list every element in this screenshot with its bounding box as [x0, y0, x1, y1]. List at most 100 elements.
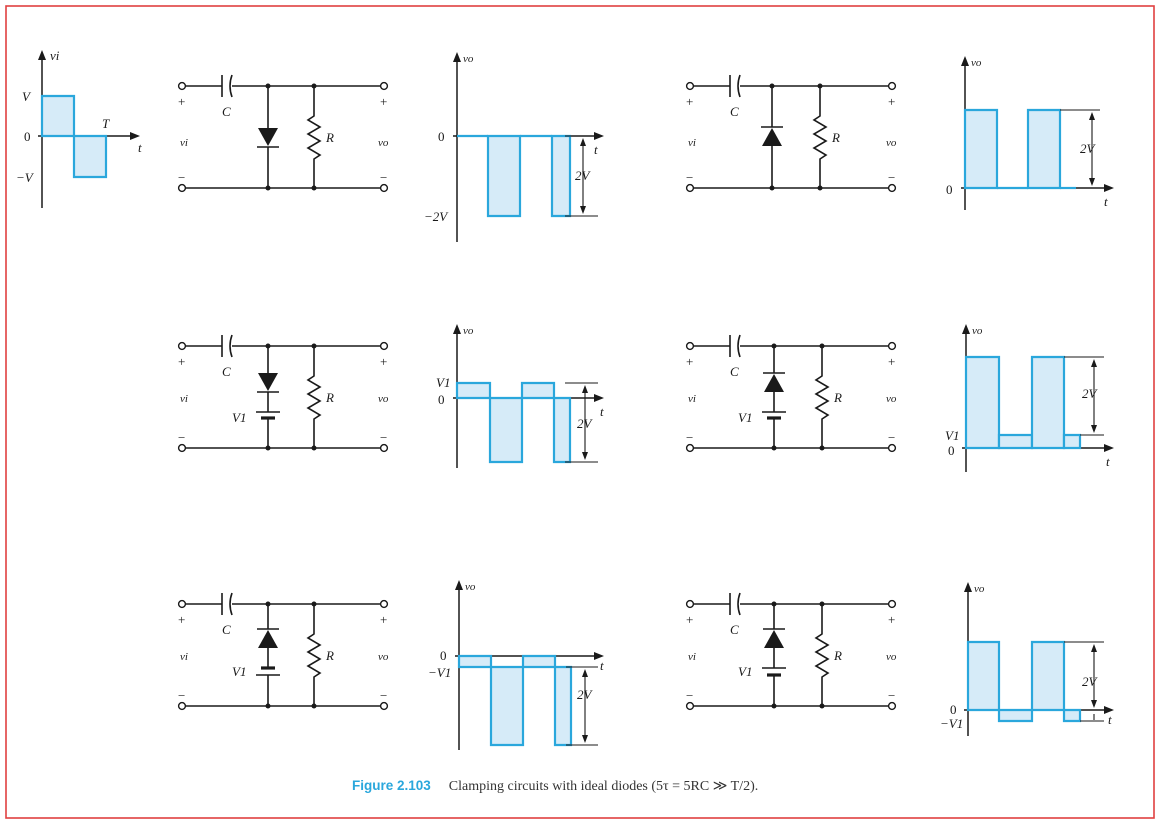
- c3-plus-out: +: [380, 354, 387, 369]
- c1-plus-in: +: [178, 94, 185, 109]
- input-waveform: vi V 0 −V T t: [16, 48, 142, 208]
- c4-battery-label: V1: [738, 410, 752, 425]
- input-period-label: T: [102, 116, 110, 131]
- c6-minus-out: −: [888, 688, 895, 703]
- c4-plus-out: +: [888, 354, 895, 369]
- clamper-circuit-5: + + − − vi vo C R V1: [177, 592, 389, 711]
- c3-cap-label: C: [222, 364, 231, 379]
- c6-plus-in: +: [686, 612, 693, 627]
- c4-minus-out: −: [888, 430, 895, 445]
- c6-plus-out: +: [888, 612, 895, 627]
- c6-res-label: R: [833, 648, 842, 663]
- c2-minus-out: −: [888, 170, 895, 185]
- c3-minus-out: −: [380, 430, 387, 445]
- c3-res-label: R: [325, 390, 334, 405]
- c1-minus-in: −: [178, 170, 185, 185]
- c1-cap-label: C: [222, 104, 231, 119]
- input-time-label: t: [138, 140, 142, 155]
- output-plot-6: vo 0 −V1 2V t: [940, 582, 1114, 736]
- c3-vin-label: vi: [180, 393, 188, 405]
- op4-v1-label: V1: [945, 428, 959, 443]
- c4-cap-label: C: [730, 364, 739, 379]
- op3-2v-label: 2V: [577, 416, 594, 431]
- c4-minus-in: −: [686, 430, 693, 445]
- c2-minus-in: −: [686, 170, 693, 185]
- op4-time-label: t: [1106, 454, 1110, 469]
- op5-negv1-label: −V1: [428, 665, 451, 680]
- c6-battery-label: V1: [738, 664, 752, 679]
- output-plot-4: vo V1 0 2V t: [945, 324, 1114, 472]
- op2-2v-label: 2V: [1080, 141, 1097, 156]
- op2-zero-label: 0: [946, 182, 953, 197]
- c5-vout-label: vo: [378, 651, 389, 663]
- input-v-label: V: [22, 89, 32, 104]
- c2-cap-label: C: [730, 104, 739, 119]
- c5-plus-in: +: [178, 612, 185, 627]
- op6-negv1-label: −V1: [940, 716, 963, 731]
- op2-axis-label: vo: [971, 57, 982, 69]
- clamper-circuit-4: + + − − vi vo C R V1: [685, 334, 897, 453]
- op6-axis-label: vo: [974, 583, 985, 595]
- op6-2v-label: 2V: [1082, 674, 1099, 689]
- c3-plus-in: +: [178, 354, 185, 369]
- clamper-circuit-1: + + − − vi vo C R: [177, 74, 389, 193]
- c4-res-label: R: [833, 390, 842, 405]
- c5-battery-label: V1: [232, 664, 246, 679]
- output-plot-3: vo V1 0 2V t: [436, 324, 604, 468]
- op3-v1-label: V1: [436, 375, 450, 390]
- c2-plus-out: +: [888, 94, 895, 109]
- op3-axis-label: vo: [463, 325, 474, 337]
- output-plot-2: vo 0 2V t: [946, 56, 1114, 210]
- op1-axis-label: vo: [463, 53, 474, 65]
- figure-caption: Figure 2.103 Clamping circuits with idea…: [352, 777, 758, 794]
- caption-text: Clamping circuits with ideal diodes (5τ …: [449, 779, 758, 794]
- op5-time-label: t: [600, 658, 604, 673]
- c6-cap-label: C: [730, 622, 739, 637]
- c1-res-label: R: [325, 130, 334, 145]
- c4-plus-in: +: [686, 354, 693, 369]
- op4-2v-label: 2V: [1082, 386, 1099, 401]
- op1-zero-label: 0: [438, 129, 445, 144]
- c3-minus-in: −: [178, 430, 185, 445]
- c2-res-label: R: [831, 130, 840, 145]
- op3-time-label: t: [600, 404, 604, 419]
- clamper-circuit-2: + + − − vi vo C R: [685, 74, 897, 193]
- c4-vin-label: vi: [688, 393, 696, 405]
- figure-frame: [5, 5, 1155, 819]
- op5-axis-label: vo: [465, 581, 476, 593]
- c6-vin-label: vi: [688, 651, 696, 663]
- input-negv-label: −V: [16, 170, 35, 185]
- op1-2v-label: 2V: [575, 168, 592, 183]
- c4-vout-label: vo: [886, 393, 897, 405]
- op4-zero-label: 0: [948, 443, 955, 458]
- c6-minus-in: −: [686, 688, 693, 703]
- input-zero-label: 0: [24, 129, 31, 144]
- input-axis-label: vi: [50, 48, 60, 63]
- op5-2v-label: 2V: [577, 687, 594, 702]
- c1-plus-out: +: [380, 94, 387, 109]
- c3-vout-label: vo: [378, 393, 389, 405]
- c5-minus-out: −: [380, 688, 387, 703]
- op1-time-label: t: [594, 142, 598, 157]
- c2-vout-label: vo: [886, 137, 897, 149]
- c5-vin-label: vi: [180, 651, 188, 663]
- clamper-circuit-6: + + − − vi vo C R V1: [685, 592, 897, 711]
- c5-res-label: R: [325, 648, 334, 663]
- c5-minus-in: −: [178, 688, 185, 703]
- op2-time-label: t: [1104, 194, 1108, 209]
- c2-vin-label: vi: [688, 137, 696, 149]
- output-plot-5: vo 0 −V1 2V t: [428, 580, 604, 750]
- op3-zero-label: 0: [438, 392, 445, 407]
- c5-cap-label: C: [222, 622, 231, 637]
- op6-zero-label: 0: [950, 702, 957, 717]
- c1-vin-label: vi: [180, 137, 188, 149]
- c1-minus-out: −: [380, 170, 387, 185]
- op5-zero-label: 0: [440, 648, 447, 663]
- c3-battery-label: V1: [232, 410, 246, 425]
- output-plot-1: vo 0 −2V 2V t: [424, 52, 604, 242]
- op1-neg2v-label: −2V: [424, 209, 449, 224]
- clamper-circuit-3: + + − − vi vo C R V1: [177, 334, 389, 453]
- op4-axis-label: vo: [972, 325, 983, 337]
